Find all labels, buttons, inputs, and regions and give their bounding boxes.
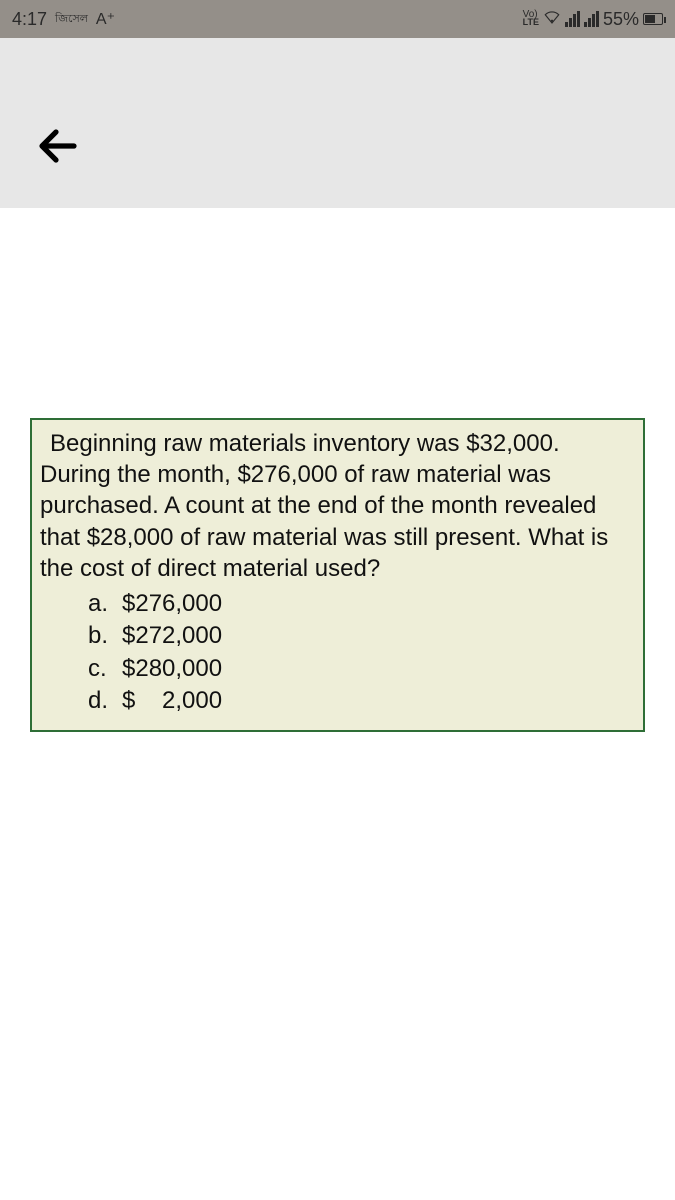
option-item[interactable]: b.$272,000 [88,620,635,652]
option-amount: $276,000 [122,588,222,620]
status-right: Vo) LTE 55% [523,9,663,30]
battery-percent: 55% [603,9,639,30]
wifi-icon [543,9,561,30]
option-item[interactable]: c.$280,000 [88,653,635,685]
option-letter: d. [88,685,122,717]
status-left: 4:17 জিসেল A⁺ [12,9,115,30]
option-amount: $272,000 [122,620,222,652]
app-header [0,38,675,208]
arrow-left-icon [34,122,82,170]
option-amount: $ 2,000 [122,685,222,717]
question-prompt: Beginning raw materials inventory was $3… [40,428,635,584]
status-carrier: জিসেল [55,10,88,29]
content-area: Beginning raw materials inventory was $3… [0,208,675,732]
battery-icon [643,13,663,25]
back-button[interactable] [28,116,88,176]
signal-bars-icon [565,11,580,27]
option-item[interactable]: d.$ 2,000 [88,685,635,717]
option-letter: c. [88,653,122,685]
status-time: 4:17 [12,9,47,30]
option-letter: b. [88,620,122,652]
question-box: Beginning raw materials inventory was $3… [30,418,645,732]
option-amount: $280,000 [122,653,222,685]
option-letter: a. [88,588,122,620]
options-list: a.$276,000b.$272,000c.$280,000d.$ 2,000 [40,584,635,718]
option-item[interactable]: a.$276,000 [88,588,635,620]
signal-bars-icon-2 [584,11,599,27]
volte-indicator: Vo) LTE [523,11,539,27]
status-app-letter: A⁺ [96,9,115,29]
status-bar: 4:17 জিসেল A⁺ Vo) LTE 55% [0,0,675,38]
